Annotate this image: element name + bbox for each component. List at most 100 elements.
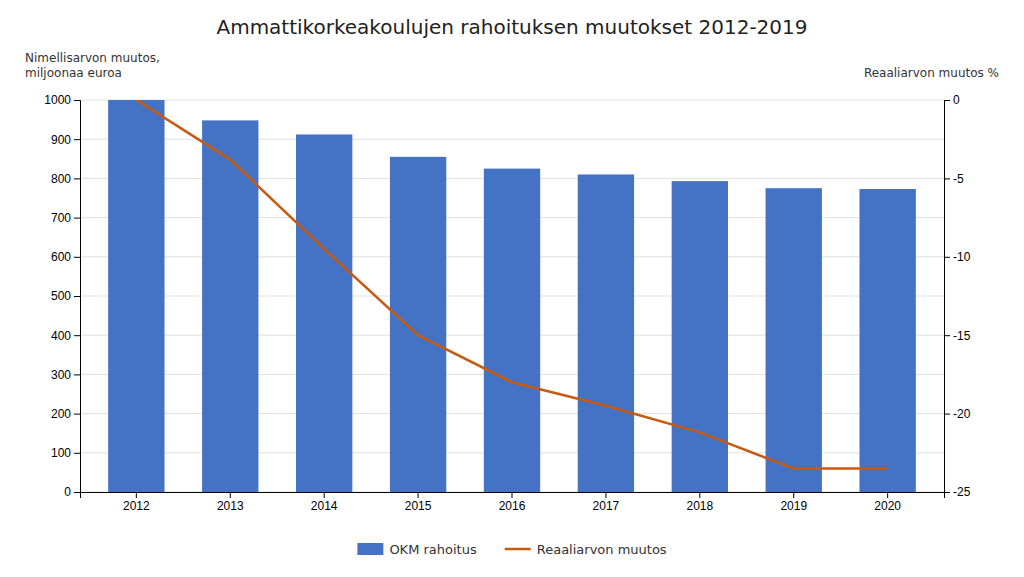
y2-axis-tick: -20	[944, 407, 971, 421]
y-axis-tick-label: 100	[51, 446, 71, 460]
y2-axis-tick-label: -25	[953, 485, 971, 499]
y2-axis-tick-label: -10	[953, 250, 971, 264]
x-tick-label: 2014	[311, 499, 338, 513]
x-tick-label: 2013	[217, 499, 244, 513]
y2-axis-tick: -15	[944, 329, 971, 343]
y2-axis-tick-label: -20	[953, 407, 971, 421]
y-axis-tick-mark	[74, 453, 80, 454]
y-axis-tick: 300	[51, 368, 80, 382]
y-axis-tick-mark	[74, 178, 80, 179]
x-tick-label: 2016	[499, 499, 526, 513]
y-axis-tick-label: 200	[51, 407, 71, 421]
x-tick: 2012	[123, 492, 150, 513]
x-tick: 2015	[405, 492, 432, 513]
bar	[484, 169, 540, 492]
legend-label: Reaaliarvon muutos	[537, 542, 667, 557]
bar	[859, 189, 915, 492]
legend: OKM rahoitus Reaaliarvon muutos	[357, 542, 666, 557]
bar	[108, 100, 164, 492]
y2-axis-tick-mark	[944, 100, 950, 101]
grid-line	[80, 100, 944, 101]
bar	[766, 188, 822, 492]
y-axis-tick-label: 800	[51, 172, 71, 186]
x-tick-label: 2015	[405, 499, 432, 513]
x-tick: 2017	[593, 492, 620, 513]
y-axis-label: Nimellisarvon muutos,miljoonaa euroa	[25, 51, 160, 80]
y-axis-tick: 600	[51, 250, 80, 264]
x-tick-mark	[418, 492, 419, 498]
y2-axis-tick-mark	[944, 178, 950, 179]
y2-axis-tick-label: 0	[953, 93, 960, 107]
y-axis-tick-mark	[74, 100, 80, 101]
x-tick-mark	[512, 492, 513, 498]
y-axis-tick-label: 300	[51, 368, 71, 382]
y2-axis-tick-mark	[944, 492, 950, 493]
x-axis: 2012 2013 2014 2015 2016 2017 2018 2019 2020	[81, 492, 945, 513]
y-axis-tick-mark	[74, 218, 80, 219]
y-axis-line	[74, 101, 81, 493]
y-axis-tick: 500	[51, 289, 80, 303]
plot-area: 2012 2013 2014 2015 2016 2017 2018 2019 2020 0 100…	[44, 93, 970, 512]
x-tick-mark	[887, 492, 888, 498]
y-axis-tick-label: 1000	[44, 93, 71, 107]
x-tick: 2016	[499, 492, 526, 513]
y2-axis-tick: -10	[944, 250, 971, 264]
y2-axis-label: Reaaliarvon muutos %	[864, 66, 999, 80]
y-axis-tick: 200	[51, 407, 80, 421]
x-tick-mark	[793, 492, 794, 498]
x-tick: 2020	[874, 492, 901, 513]
y-axis-tick-mark	[74, 374, 80, 375]
y-axis-tick-label: 900	[51, 133, 71, 147]
grid	[80, 100, 944, 492]
legend-label: OKM rahoitus	[389, 542, 477, 557]
x-tick-label: 2020	[874, 499, 901, 513]
y-axis-tick-mark	[74, 257, 80, 258]
y-axis-tick: 900	[51, 133, 80, 147]
y2-axis-tick-mark	[944, 414, 950, 415]
y-axis-tick: 100	[51, 446, 80, 460]
chart: 2012 2013 2014 2015 2016 2017 2018 2019 2020 0 100…	[0, 0, 1024, 577]
x-tick: 2014	[311, 492, 338, 513]
legend-swatch	[505, 548, 531, 551]
bar	[578, 174, 634, 492]
bar	[296, 134, 352, 492]
y-axis-tick: 700	[51, 211, 80, 225]
legend-item: OKM rahoitus	[357, 542, 477, 557]
x-tick: 2013	[217, 492, 244, 513]
x-tick-mark	[699, 492, 700, 498]
x-tick-label: 2018	[686, 499, 713, 513]
y-axis: 0 100 200 300 400 500 600 700 800 900 1000	[44, 93, 80, 499]
y-axis-tick-mark	[74, 414, 80, 415]
y2-axis-line	[945, 101, 951, 493]
y-axis-tick: 1000	[44, 93, 80, 107]
y2-axis-tick: -25	[944, 485, 971, 499]
x-tick-label: 2017	[593, 499, 620, 513]
y-axis-tick-label: 700	[51, 211, 71, 225]
marks	[108, 100, 916, 492]
y-axis-tick-mark	[74, 492, 80, 493]
bar	[202, 120, 258, 492]
x-tick-mark	[136, 492, 137, 498]
y-axis-tick-label: 600	[51, 250, 71, 264]
y-axis-tick-label: 0	[64, 485, 71, 499]
legend-item: Reaaliarvon muutos	[505, 542, 667, 557]
x-tick: 2019	[780, 492, 807, 513]
y2-axis: -25 -20 -15 -10 -5 0	[944, 93, 971, 499]
x-tick-label: 2019	[780, 499, 807, 513]
line	[136, 100, 887, 468]
y-axis-tick-mark	[74, 139, 80, 140]
y2-axis-tick-mark	[944, 257, 950, 258]
bar	[390, 157, 446, 492]
x-tick-mark	[324, 492, 325, 498]
x-tick-mark	[605, 492, 606, 498]
title: Ammattikorkeakoulujen rahoituksen muutok…	[216, 15, 807, 39]
y2-axis-tick-label: -5	[953, 172, 964, 186]
y2-axis-tick-label: -15	[953, 329, 971, 343]
y-axis-tick-label: 400	[51, 329, 71, 343]
y-axis-tick-label: 500	[51, 289, 71, 303]
bar	[672, 181, 728, 492]
y-axis-tick-mark	[74, 335, 80, 336]
x-tick: 2018	[686, 492, 713, 513]
y-axis-tick: 0	[64, 485, 80, 499]
x-axis-line	[81, 493, 945, 499]
